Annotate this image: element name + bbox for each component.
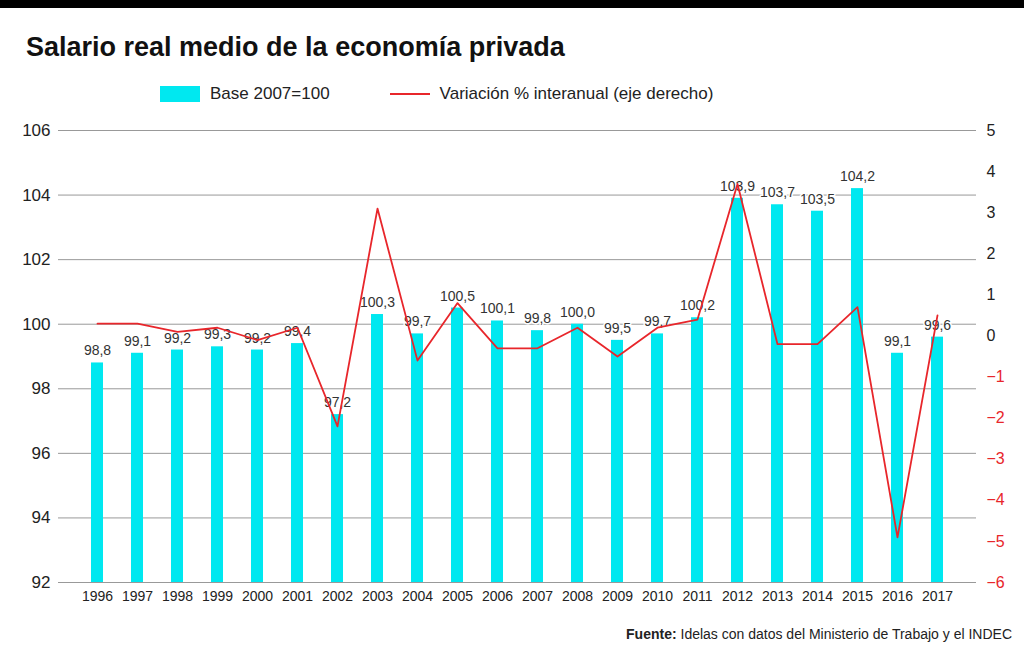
svg-text:100,0: 100,0 <box>560 304 595 320</box>
svg-text:100,2: 100,2 <box>680 297 715 313</box>
svg-text:100,3: 100,3 <box>360 294 395 310</box>
svg-text:100: 100 <box>22 315 50 334</box>
svg-text:99,1: 99,1 <box>124 333 151 349</box>
svg-text:2008: 2008 <box>562 588 593 604</box>
svg-text:2015: 2015 <box>842 588 873 604</box>
svg-text:104,2: 104,2 <box>840 168 875 184</box>
svg-text:2007: 2007 <box>522 588 553 604</box>
svg-text:−2: −2 <box>987 409 1005 426</box>
svg-text:98,8: 98,8 <box>84 342 111 358</box>
svg-text:96: 96 <box>32 444 51 463</box>
svg-text:5: 5 <box>987 122 996 139</box>
svg-text:−3: −3 <box>987 450 1005 467</box>
svg-text:−1: −1 <box>987 368 1005 385</box>
svg-text:0: 0 <box>987 327 996 344</box>
svg-text:99,7: 99,7 <box>403 313 432 330</box>
svg-text:2016: 2016 <box>882 588 913 604</box>
svg-text:99,2: 99,2 <box>243 329 272 346</box>
svg-text:2004: 2004 <box>402 588 433 604</box>
svg-text:2001: 2001 <box>282 588 313 604</box>
svg-text:100,5: 100,5 <box>440 288 475 304</box>
svg-text:2000: 2000 <box>242 588 273 604</box>
svg-text:103,7: 103,7 <box>760 184 795 200</box>
html-text:Variación % interanual (eje de: Variación % interanual (eje derecho) <box>439 84 714 103</box>
svg-text:99,4: 99,4 <box>283 323 312 340</box>
svg-text:−5: −5 <box>987 533 1005 550</box>
svg-text:99,7: 99,7 <box>643 313 672 330</box>
svg-text:3: 3 <box>987 204 996 221</box>
svg-text:1997: 1997 <box>122 588 153 604</box>
svg-text:99,2: 99,2 <box>163 329 192 346</box>
svg-text:2011: 2011 <box>682 588 712 604</box>
svg-text:2010: 2010 <box>642 588 673 604</box>
svg-text:2005: 2005 <box>442 588 473 604</box>
svg-text:100,1: 100,1 <box>480 300 515 316</box>
html-text:Fuente: Idelas con datos del M: Fuente: Idelas con datos del Ministerio … <box>626 626 1012 642</box>
svg-text:99,8: 99,8 <box>524 310 551 326</box>
svg-text:2013: 2013 <box>762 588 793 604</box>
svg-text:102: 102 <box>22 250 50 269</box>
svg-text:−6: −6 <box>987 574 1005 591</box>
svg-text:2017: 2017 <box>922 588 953 604</box>
svg-text:1999: 1999 <box>202 588 233 604</box>
svg-text:92: 92 <box>32 573 51 592</box>
svg-text:99,5: 99,5 <box>604 320 631 336</box>
svg-text:103,9: 103,9 <box>720 177 755 194</box>
html-text:Base 2007=100: Base 2007=100 <box>210 84 330 103</box>
svg-text:99,6: 99,6 <box>923 316 952 333</box>
html-text:Salario real medio de la econo: Salario real medio de la economía privad… <box>26 32 565 62</box>
svg-text:1996: 1996 <box>82 588 113 604</box>
svg-text:−4: −4 <box>987 491 1005 508</box>
svg-text:104: 104 <box>22 186 50 205</box>
svg-text:1998: 1998 <box>162 588 193 604</box>
svg-text:2009: 2009 <box>602 588 633 604</box>
svg-text:99,3: 99,3 <box>203 326 232 343</box>
svg-text:2014: 2014 <box>802 588 833 604</box>
svg-text:103,5: 103,5 <box>800 191 835 207</box>
svg-text:97,2: 97,2 <box>323 394 352 411</box>
svg-text:2002: 2002 <box>322 588 353 604</box>
svg-text:4: 4 <box>987 163 996 180</box>
svg-text:2003: 2003 <box>362 588 393 604</box>
svg-text:98: 98 <box>32 379 51 398</box>
svg-text:94: 94 <box>32 508 51 527</box>
svg-text:106: 106 <box>22 121 50 140</box>
svg-text:1: 1 <box>987 286 996 303</box>
svg-text:2: 2 <box>987 245 996 262</box>
svg-text:99,1: 99,1 <box>884 333 911 349</box>
svg-text:2012: 2012 <box>722 588 753 604</box>
svg-text:2006: 2006 <box>482 588 513 604</box>
